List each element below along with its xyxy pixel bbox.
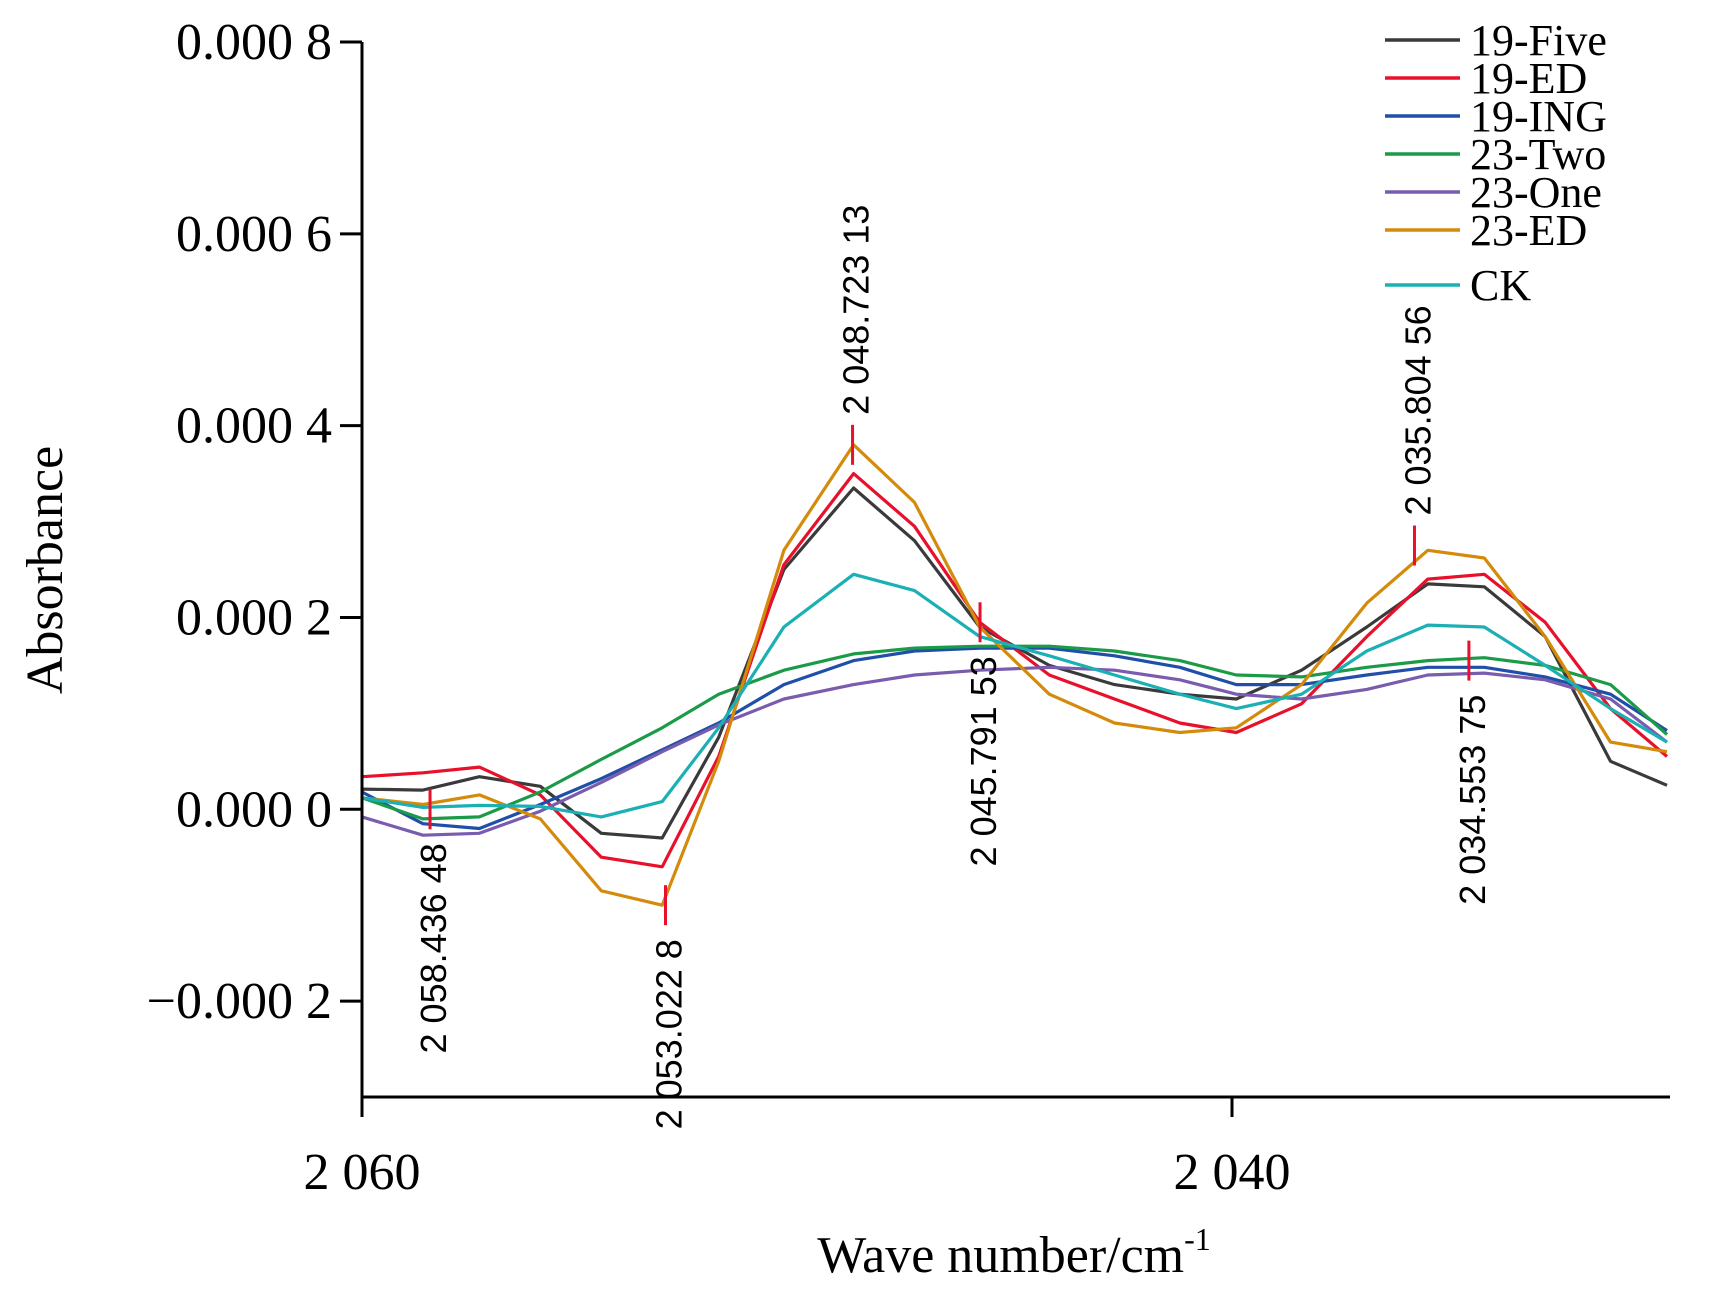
legend-label: 23-Two: [1470, 130, 1606, 179]
legend-label: 19-Five: [1470, 16, 1607, 65]
y-tick-label: 0.000 6: [176, 206, 332, 263]
x-tick-label: 2 040: [1174, 1144, 1291, 1201]
series-line-23-one: [362, 665, 1668, 837]
axes: [360, 42, 1670, 1099]
x-ticks: 2 060 2 040: [304, 1097, 1291, 1201]
y-tick-label: 0.000 0: [176, 781, 332, 838]
legend-label: CK: [1470, 261, 1531, 310]
x-axis-title-superscript: -1: [1184, 1221, 1211, 1257]
legend-label: 23-One: [1470, 168, 1602, 217]
peak-annotation-label: 2 035.804 56: [1397, 305, 1438, 515]
peak-annotation-label: 2 045.791 53: [963, 656, 1004, 866]
series-line-23-ed: [362, 443, 1668, 907]
legend-label: 23-ED: [1470, 206, 1587, 255]
y-tick-label: 0.000 2: [176, 589, 332, 646]
series-line-19-ing: [362, 646, 1668, 831]
x-axis-title-text: Wave number/cm: [817, 1227, 1184, 1284]
x-tick-label: 2 060: [304, 1144, 421, 1201]
y-ticks: −0.000 2 0.000 0 0.000 2 0.000 4 0.000 6 0.00…: [147, 14, 362, 1030]
series-group: [362, 443, 1669, 907]
x-axis-title: Wave number/cm-1: [817, 1221, 1211, 1284]
peak-markers: [428, 424, 1471, 926]
y-axis-title: Absorbance: [17, 446, 74, 694]
series-line-ck: [362, 572, 1668, 819]
peak-annotation-label: 2 058.436 48: [413, 843, 454, 1053]
peak-annotation-label: 2 053.022 8: [648, 939, 689, 1129]
y-tick-label: 0.000 4: [176, 398, 332, 455]
peak-annotation-label: 2 034.553 75: [1452, 695, 1493, 905]
peak-annotations: 2 058.436 48 2 053.022 8 2 048.723 13 2 045…: [413, 205, 1493, 1130]
peak-annotation-label: 2 048.723 13: [836, 205, 877, 415]
legend-label: 19-ED: [1470, 54, 1587, 103]
legend-label: 19-ING: [1470, 92, 1607, 141]
y-tick-label: −0.000 2: [147, 973, 332, 1030]
y-tick-label: 0.000 8: [176, 14, 332, 71]
